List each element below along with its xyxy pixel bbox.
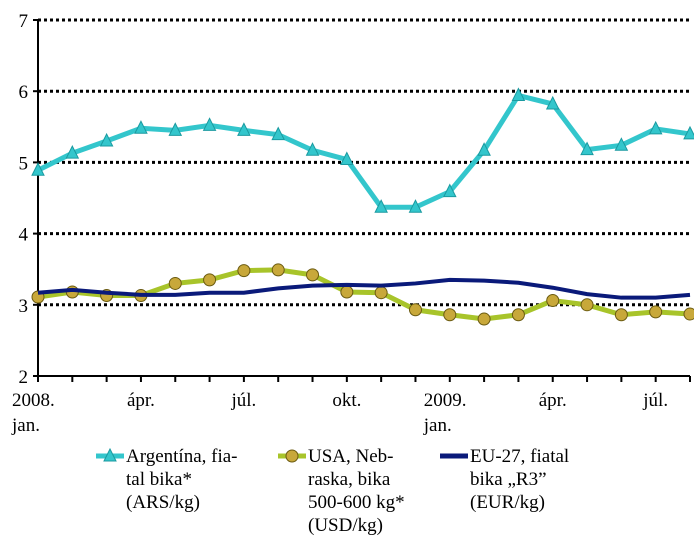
y-tick-label: 3 (19, 296, 29, 317)
y-tick-label: 5 (19, 153, 29, 174)
y-tick-label: 7 (19, 11, 29, 32)
marker (340, 285, 354, 299)
marker (271, 126, 286, 141)
x-tick-label: 2009. jan. (423, 390, 467, 436)
marker (134, 120, 148, 134)
x-tick-label: 2008. jan. (11, 390, 55, 436)
marker (683, 125, 694, 140)
marker (168, 276, 182, 290)
marker (477, 312, 491, 326)
marker (443, 308, 457, 322)
marker (237, 264, 251, 278)
marker (408, 199, 423, 213)
marker (545, 95, 560, 110)
marker (580, 141, 594, 156)
marker (31, 162, 45, 176)
marker (305, 142, 320, 156)
legend-marker (103, 447, 117, 462)
marker (99, 132, 114, 147)
marker (614, 137, 629, 151)
marker (203, 273, 217, 287)
marker (65, 145, 80, 159)
legend-label: USA, Neb-raska, bika 500-600 kg* (USD/kg) (308, 446, 405, 536)
marker (202, 117, 217, 131)
legend-label: Argentína, fia-tal bika* (ARS/kg) (126, 446, 238, 513)
legend-marker (285, 449, 299, 463)
x-tick-label: júl. (230, 390, 256, 411)
marker (374, 199, 388, 213)
marker (340, 151, 354, 166)
marker (271, 263, 285, 277)
marker (546, 294, 560, 308)
marker (580, 298, 594, 312)
marker (648, 120, 663, 135)
marker (649, 305, 663, 319)
marker (442, 183, 457, 198)
x-tick-label: okt. (332, 390, 361, 411)
x-tick-label: júl. (642, 390, 668, 411)
marker (306, 268, 320, 282)
x-tick-label: ápr. (539, 390, 567, 411)
marker (408, 303, 422, 317)
marker (237, 122, 251, 136)
y-tick-label: 4 (19, 225, 29, 246)
marker (683, 307, 694, 321)
marker (511, 308, 525, 322)
marker (477, 142, 491, 156)
marker (374, 286, 388, 300)
series-line (36, 92, 691, 210)
marker (511, 87, 526, 101)
marker (168, 122, 183, 136)
series-line (37, 277, 691, 300)
legend-label: EU-27, fiatal bika „R3” (EUR/kg) (470, 446, 569, 513)
x-tick-label: ápr. (127, 390, 155, 411)
marker (614, 308, 628, 322)
y-tick-label: 2 (19, 367, 29, 388)
y-tick-label: 6 (19, 82, 29, 103)
